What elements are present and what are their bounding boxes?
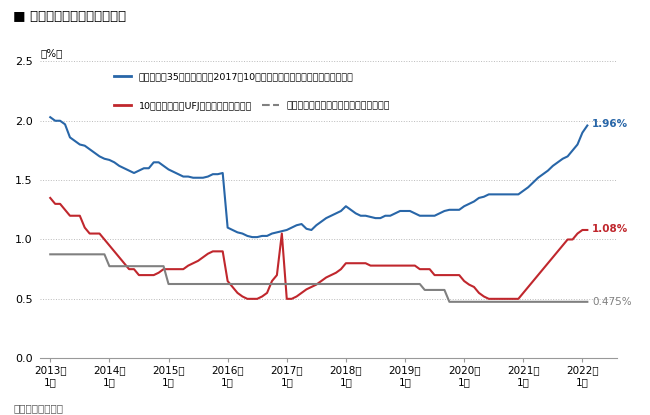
Text: （オイコス調べ）: （オイコス調べ） (13, 403, 63, 413)
Text: 1.96%: 1.96% (592, 120, 629, 129)
Text: 0.475%: 0.475% (592, 297, 632, 307)
Text: ■ 主な住宅ローン金利の推移: ■ 主な住宅ローン金利の推移 (13, 10, 126, 23)
Legend: 10年固定（三菱UFJ銀行の最優遇金利）, 変動金利（三井住友銀行の最優遇金利）: 10年固定（三菱UFJ銀行の最優遇金利）, 変動金利（三井住友銀行の最優遇金利） (114, 102, 390, 111)
Text: （%）: （%） (40, 49, 63, 59)
Text: 1.08%: 1.08% (592, 224, 629, 234)
